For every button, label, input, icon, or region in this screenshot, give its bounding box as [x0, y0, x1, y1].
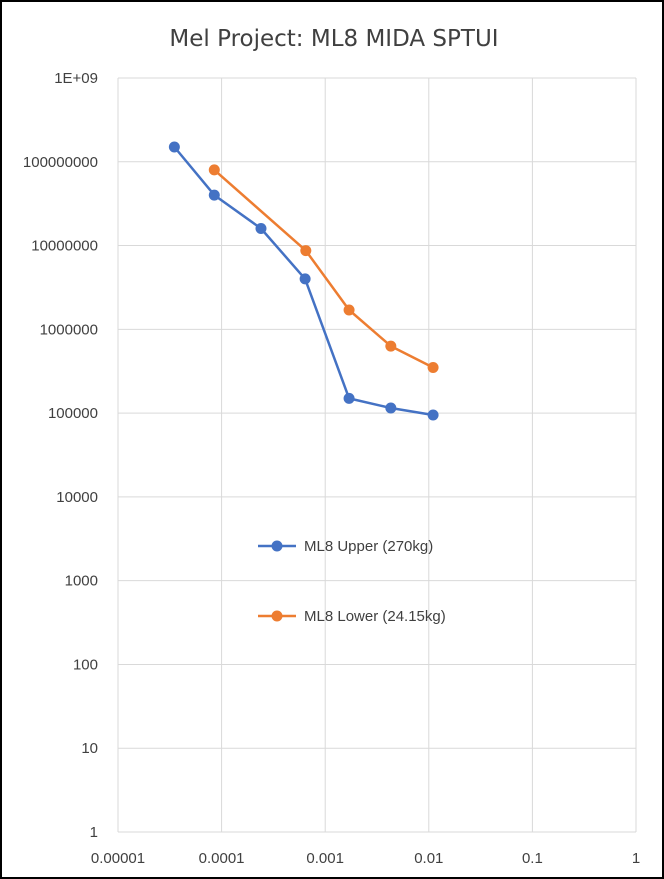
legend-label: ML8 Upper (270kg) [304, 538, 433, 555]
data-point [299, 273, 311, 285]
series-group [168, 141, 439, 421]
data-point [427, 409, 439, 421]
legend-entry: ML8 Lower (24.15kg) [258, 608, 446, 625]
y-tick-label: 1000000 [40, 321, 98, 338]
legend: ML8 Upper (270kg) ML8 Lower (24.15kg) [258, 538, 446, 625]
y-tick-label: 10000000 [31, 238, 98, 255]
x-tick-label: 0.1 [522, 850, 543, 867]
x-tick-label: 0.01 [414, 850, 443, 867]
series-0 [168, 141, 439, 421]
data-point [385, 402, 397, 414]
legend-marker [271, 610, 283, 622]
y-tick-label: 100000 [48, 405, 98, 422]
axes: 0.00001 0.0001 0.001 0.01 0.1 1 1 10 100 1000 1000… [23, 70, 640, 867]
y-tick-label: 1000 [65, 573, 98, 590]
legend-entry: ML8 Upper (270kg) [258, 538, 433, 555]
x-tick-label: 0.00001 [91, 850, 145, 867]
data-point [427, 362, 439, 374]
data-point [208, 164, 220, 176]
y-tick-label: 100 [73, 656, 98, 673]
y-tick-label: 10000 [56, 489, 98, 506]
y-tick-label: 1E+09 [54, 70, 98, 87]
series-1 [208, 164, 439, 374]
x-tick-label: 1 [632, 850, 640, 867]
legend-label: ML8 Lower (24.15kg) [304, 608, 446, 625]
legend-marker [271, 540, 283, 552]
data-point [385, 340, 397, 352]
data-point [255, 222, 267, 234]
chart-title: Mel Project: ML8 MIDA SPTUI [169, 26, 498, 52]
grid [117, 77, 637, 833]
data-point [168, 141, 180, 153]
data-point [343, 304, 355, 316]
data-point [343, 392, 355, 404]
x-tick-label: 0.0001 [199, 850, 245, 867]
x-tick-label: 0.001 [306, 850, 344, 867]
data-point [208, 189, 220, 201]
y-tick-label: 1 [90, 824, 98, 841]
series-line [213, 168, 434, 369]
y-tick-label: 100000000 [23, 154, 98, 171]
data-point [300, 245, 312, 257]
y-tick-label: 10 [81, 740, 98, 757]
